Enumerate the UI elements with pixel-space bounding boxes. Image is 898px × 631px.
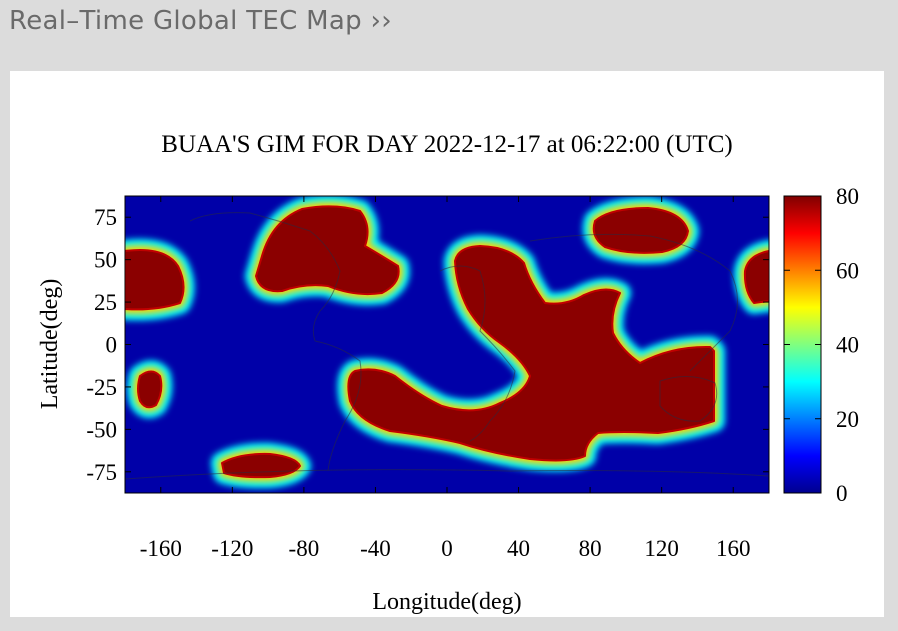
coastline-australia: [659, 376, 718, 422]
y-tick-label-6: -75: [86, 460, 117, 485]
x-tick-label-2: -80: [289, 536, 320, 561]
colorbar-labels: 0 20 40 60 80: [836, 184, 859, 506]
y-tick-labels: 75 50 25 0 -25 -50 -75: [86, 205, 117, 485]
cb-tick-label-2: 40: [836, 333, 859, 358]
coastlines: [125, 212, 769, 480]
x-tick-label-4: 0: [441, 536, 453, 561]
coastline-asia: [529, 233, 738, 372]
region-pacific-east-edge: [125, 249, 185, 311]
y-tick-label-0: 75: [94, 205, 117, 230]
region-antarctic-spot: [221, 452, 301, 479]
region-siberia-north: [592, 207, 689, 254]
region-south-pacific-spot: [137, 370, 163, 409]
cb-tick-label-0: 0: [836, 481, 848, 506]
coastline-south-america: [314, 340, 362, 472]
tec-chart: BUAA'S GIM FOR DAY 2022-12-17 at 06:22:0…: [37, 131, 859, 615]
y-axis-label: Latitude(deg): [37, 279, 63, 410]
axis-ticks: [125, 196, 769, 493]
region-north-america-west: [255, 205, 400, 296]
cb-tick-label-4: 80: [836, 184, 859, 209]
coastline-africa-europe: [439, 265, 516, 442]
y-tick-label-5: -50: [86, 417, 117, 442]
plot-area: [125, 196, 769, 493]
y-tick-label-2: 25: [94, 290, 117, 315]
x-tick-labels: -160 -120 -80 -40 0 40 80 120 160: [140, 536, 751, 561]
coastline-antarctica: [125, 469, 769, 480]
x-tick-label-5: 40: [507, 536, 530, 561]
colorbar: [783, 195, 822, 494]
region-asia-east-edge: [743, 250, 769, 304]
x-tick-label-8: 160: [716, 536, 751, 561]
coastline-north-america: [189, 212, 341, 342]
x-tick-label-3: -40: [360, 536, 391, 561]
tec-map-link[interactable]: Real–Time Global TEC Map ››: [9, 6, 392, 36]
region-equatorial-band: [347, 245, 715, 462]
chart-title: BUAA'S GIM FOR DAY 2022-12-17 at 06:22:0…: [161, 131, 732, 158]
y-tick-label-1: 50: [94, 248, 117, 273]
colorbar-ticks: [784, 195, 821, 494]
x-tick-label-0: -160: [140, 536, 182, 561]
x-tick-label-1: -120: [211, 536, 253, 561]
map-panel: BUAA'S GIM FOR DAY 2022-12-17 at 06:22:0…: [10, 71, 884, 617]
cb-tick-label-3: 60: [836, 258, 859, 283]
x-tick-label-7: 120: [644, 536, 679, 561]
x-tick-label-6: 80: [579, 536, 602, 561]
y-tick-label-4: -25: [86, 375, 117, 400]
cb-tick-label-1: 20: [836, 407, 859, 432]
y-tick-label-3: 0: [106, 333, 118, 358]
x-axis-label: Longitude(deg): [372, 589, 521, 615]
tec-core-layer: [125, 205, 769, 479]
